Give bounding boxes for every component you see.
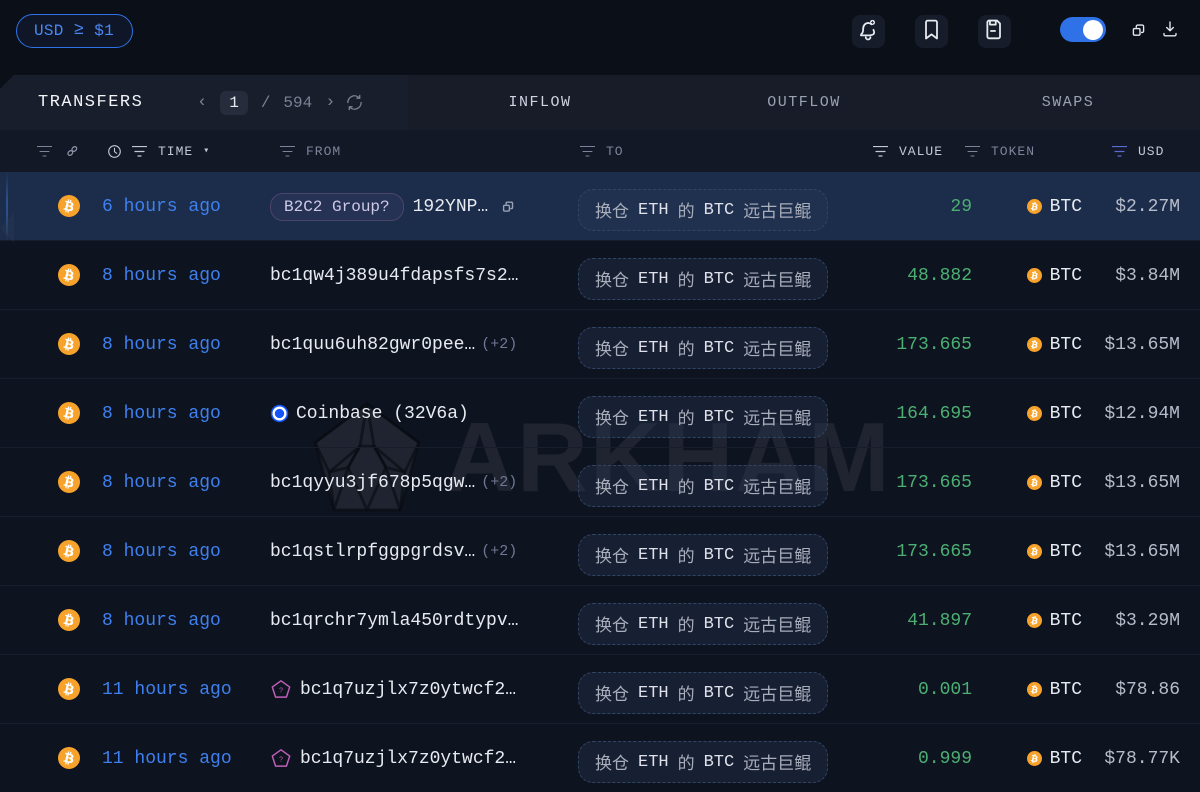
- svg-text:?: ?: [279, 756, 283, 763]
- svg-text:?: ?: [279, 687, 283, 694]
